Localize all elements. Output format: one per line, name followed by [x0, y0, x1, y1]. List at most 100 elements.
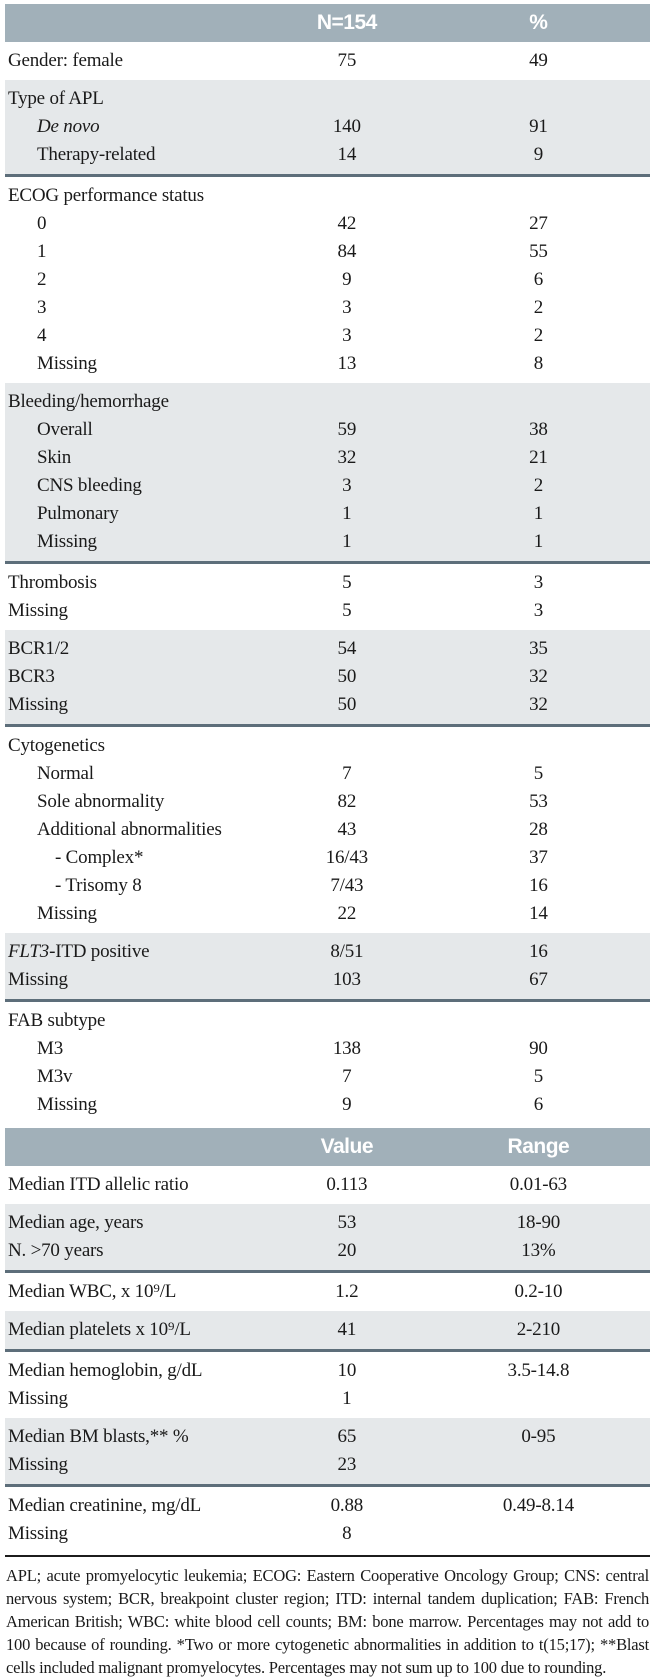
row-value-col2: 82 — [337, 791, 357, 812]
table-row: M3v 7 5 — [5, 1063, 650, 1091]
row-value-col3: 49 — [529, 50, 548, 71]
row-value-col3: 0.2-10 — [514, 1281, 563, 1302]
row-label: Missing — [8, 1523, 68, 1544]
row-value-col3: 28 — [529, 819, 548, 840]
section-divider-rule — [5, 724, 650, 727]
table-row: N. >70 years 20 13% — [5, 1237, 650, 1265]
table-row: Missing 23 — [5, 1451, 650, 1479]
section-divider-rule — [5, 999, 650, 1002]
row-value-col2: 14 — [337, 144, 357, 165]
row-value-col3: 5 — [533, 763, 544, 784]
header-col-percent: % — [529, 11, 548, 34]
table-row: Median BM blasts,** % 65 0-95 — [5, 1423, 650, 1451]
row-value-col3: 2 — [533, 325, 544, 346]
table-row: Thrombosis 5 3 — [5, 569, 650, 597]
table-header-row-counts: N=154 % — [5, 4, 650, 42]
row-value-col2: 50 — [337, 694, 357, 715]
table-section: BCR1/2 54 35 BCR3 50 32 Missing 50 32 — [5, 630, 650, 724]
section-divider-rule — [5, 1484, 650, 1487]
row-value-col2: 54 — [337, 638, 357, 659]
row-label: Missing — [8, 1454, 68, 1475]
row-label: Therapy-related — [37, 144, 156, 165]
table-header-row-values: Value Range — [5, 1128, 650, 1166]
table-row: - Trisomy 8 7/43 16 — [5, 872, 650, 900]
row-label: CNS bleeding — [37, 475, 142, 496]
row-value-col2: 16/43 — [325, 847, 368, 868]
row-value-col3 — [427, 1007, 650, 1035]
table-section: Bleeding/hemorrhage Overall 59 38 Skin 32 21 CN… — [5, 383, 650, 561]
row-value-col2: 138 — [332, 1038, 361, 1059]
row-value-col2: 8/51 — [330, 941, 364, 962]
header-col-range: Range — [507, 1135, 570, 1158]
row-value-col2: 1.2 — [335, 1281, 359, 1302]
row-value-col3 — [427, 182, 650, 210]
row-value-col2 — [267, 1007, 427, 1035]
table-row: Median WBC, x 10⁹/L 1.2 0.2-10 — [5, 1278, 650, 1306]
row-value-col2 — [267, 388, 427, 416]
row-value-col2: 1 — [342, 503, 352, 524]
row-label: Missing — [8, 600, 68, 621]
row-value-col2: 43 — [337, 819, 357, 840]
table-section: Median platelets x 10⁹/L 41 2-210 — [5, 1311, 650, 1349]
row-value-col3: 18-90 — [516, 1212, 561, 1233]
row-value-col2: 5 — [342, 572, 352, 593]
row-value-col2: 7 — [342, 763, 352, 784]
row-value-col2: 75 — [337, 50, 357, 71]
row-value-col2: 41 — [337, 1319, 357, 1340]
table-section: Gender: female 75 49 — [5, 42, 650, 80]
row-value-col2: 9 — [342, 1094, 352, 1115]
row-label: Missing — [37, 353, 97, 374]
row-label: FAB subtype — [8, 1010, 106, 1031]
row-value-col3: 16 — [529, 941, 548, 962]
table-row: Sole abnormality 82 53 — [5, 788, 650, 816]
row-value-col3: 21 — [529, 447, 548, 468]
values-table-body: Median ITD allelic ratio 0.113 0.01-63 Medi… — [5, 1166, 650, 1553]
table-row: 0 42 27 — [5, 210, 650, 238]
row-label: BCR1/2 — [8, 638, 70, 659]
row-label: Median creatinine, mg/dL — [8, 1495, 202, 1516]
row-value-col3 — [427, 732, 650, 760]
table-section: Median hemoglobin, g/dL 10 3.5-14.8 Missing… — [5, 1352, 650, 1418]
table-row: Missing 1 — [5, 1385, 650, 1413]
table-row: Normal 7 5 — [5, 760, 650, 788]
table-footnote: APL; acute promyelocytic leukemia; ECOG:… — [5, 1555, 650, 1679]
section-divider-rule — [5, 1270, 650, 1273]
row-value-col3: 32 — [529, 666, 548, 687]
table-row: Pulmonary 1 1 — [5, 500, 650, 528]
table-row: Cytogenetics — [5, 732, 650, 760]
row-label: 3 — [37, 297, 47, 318]
table-row: ECOG performance status — [5, 182, 650, 210]
row-value-col2 — [267, 182, 427, 210]
row-value-col3: 14 — [529, 903, 548, 924]
row-label: ECOG performance status — [8, 185, 204, 206]
row-value-col3 — [427, 388, 650, 416]
row-value-col2: 50 — [337, 666, 357, 687]
patient-characteristics-table: N=154 % Gender: female 75 49 Type of APL De … — [5, 4, 650, 1553]
row-label: Cytogenetics — [8, 735, 105, 756]
table-row: Median platelets x 10⁹/L 41 2-210 — [5, 1316, 650, 1344]
row-value-col2: 32 — [337, 447, 357, 468]
table-row: M3 138 90 — [5, 1035, 650, 1063]
table-row: Missing 5 3 — [5, 597, 650, 625]
table-row: 4 3 2 — [5, 322, 650, 350]
row-label: De novo — [37, 116, 100, 137]
counts-table-body: Gender: female 75 49 Type of APL De novo 140 9… — [5, 42, 650, 1124]
row-label: N. >70 years — [8, 1240, 104, 1261]
row-value-col2: 22 — [337, 903, 357, 924]
table-row: 3 3 2 — [5, 294, 650, 322]
row-value-col3: 2 — [533, 297, 544, 318]
row-label: Median platelets x 10⁹/L — [8, 1319, 191, 1340]
table-row: Missing 9 6 — [5, 1091, 650, 1119]
row-value-col2: 5 — [342, 600, 352, 621]
row-value-col2: 10 — [337, 1360, 357, 1381]
row-value-col3: 2-210 — [516, 1319, 561, 1340]
table-row: BCR3 50 32 — [5, 663, 650, 691]
row-value-col2: 0.113 — [326, 1174, 368, 1195]
row-label: - Complex* — [55, 847, 144, 868]
table-row: 1 84 55 — [5, 238, 650, 266]
row-value-col2: 59 — [337, 419, 357, 440]
row-label: Median BM blasts,** % — [8, 1426, 189, 1447]
table-section: Thrombosis 5 3 Missing 5 3 — [5, 564, 650, 630]
row-value-col3: 37 — [529, 847, 548, 868]
section-divider-rule — [5, 1349, 650, 1352]
